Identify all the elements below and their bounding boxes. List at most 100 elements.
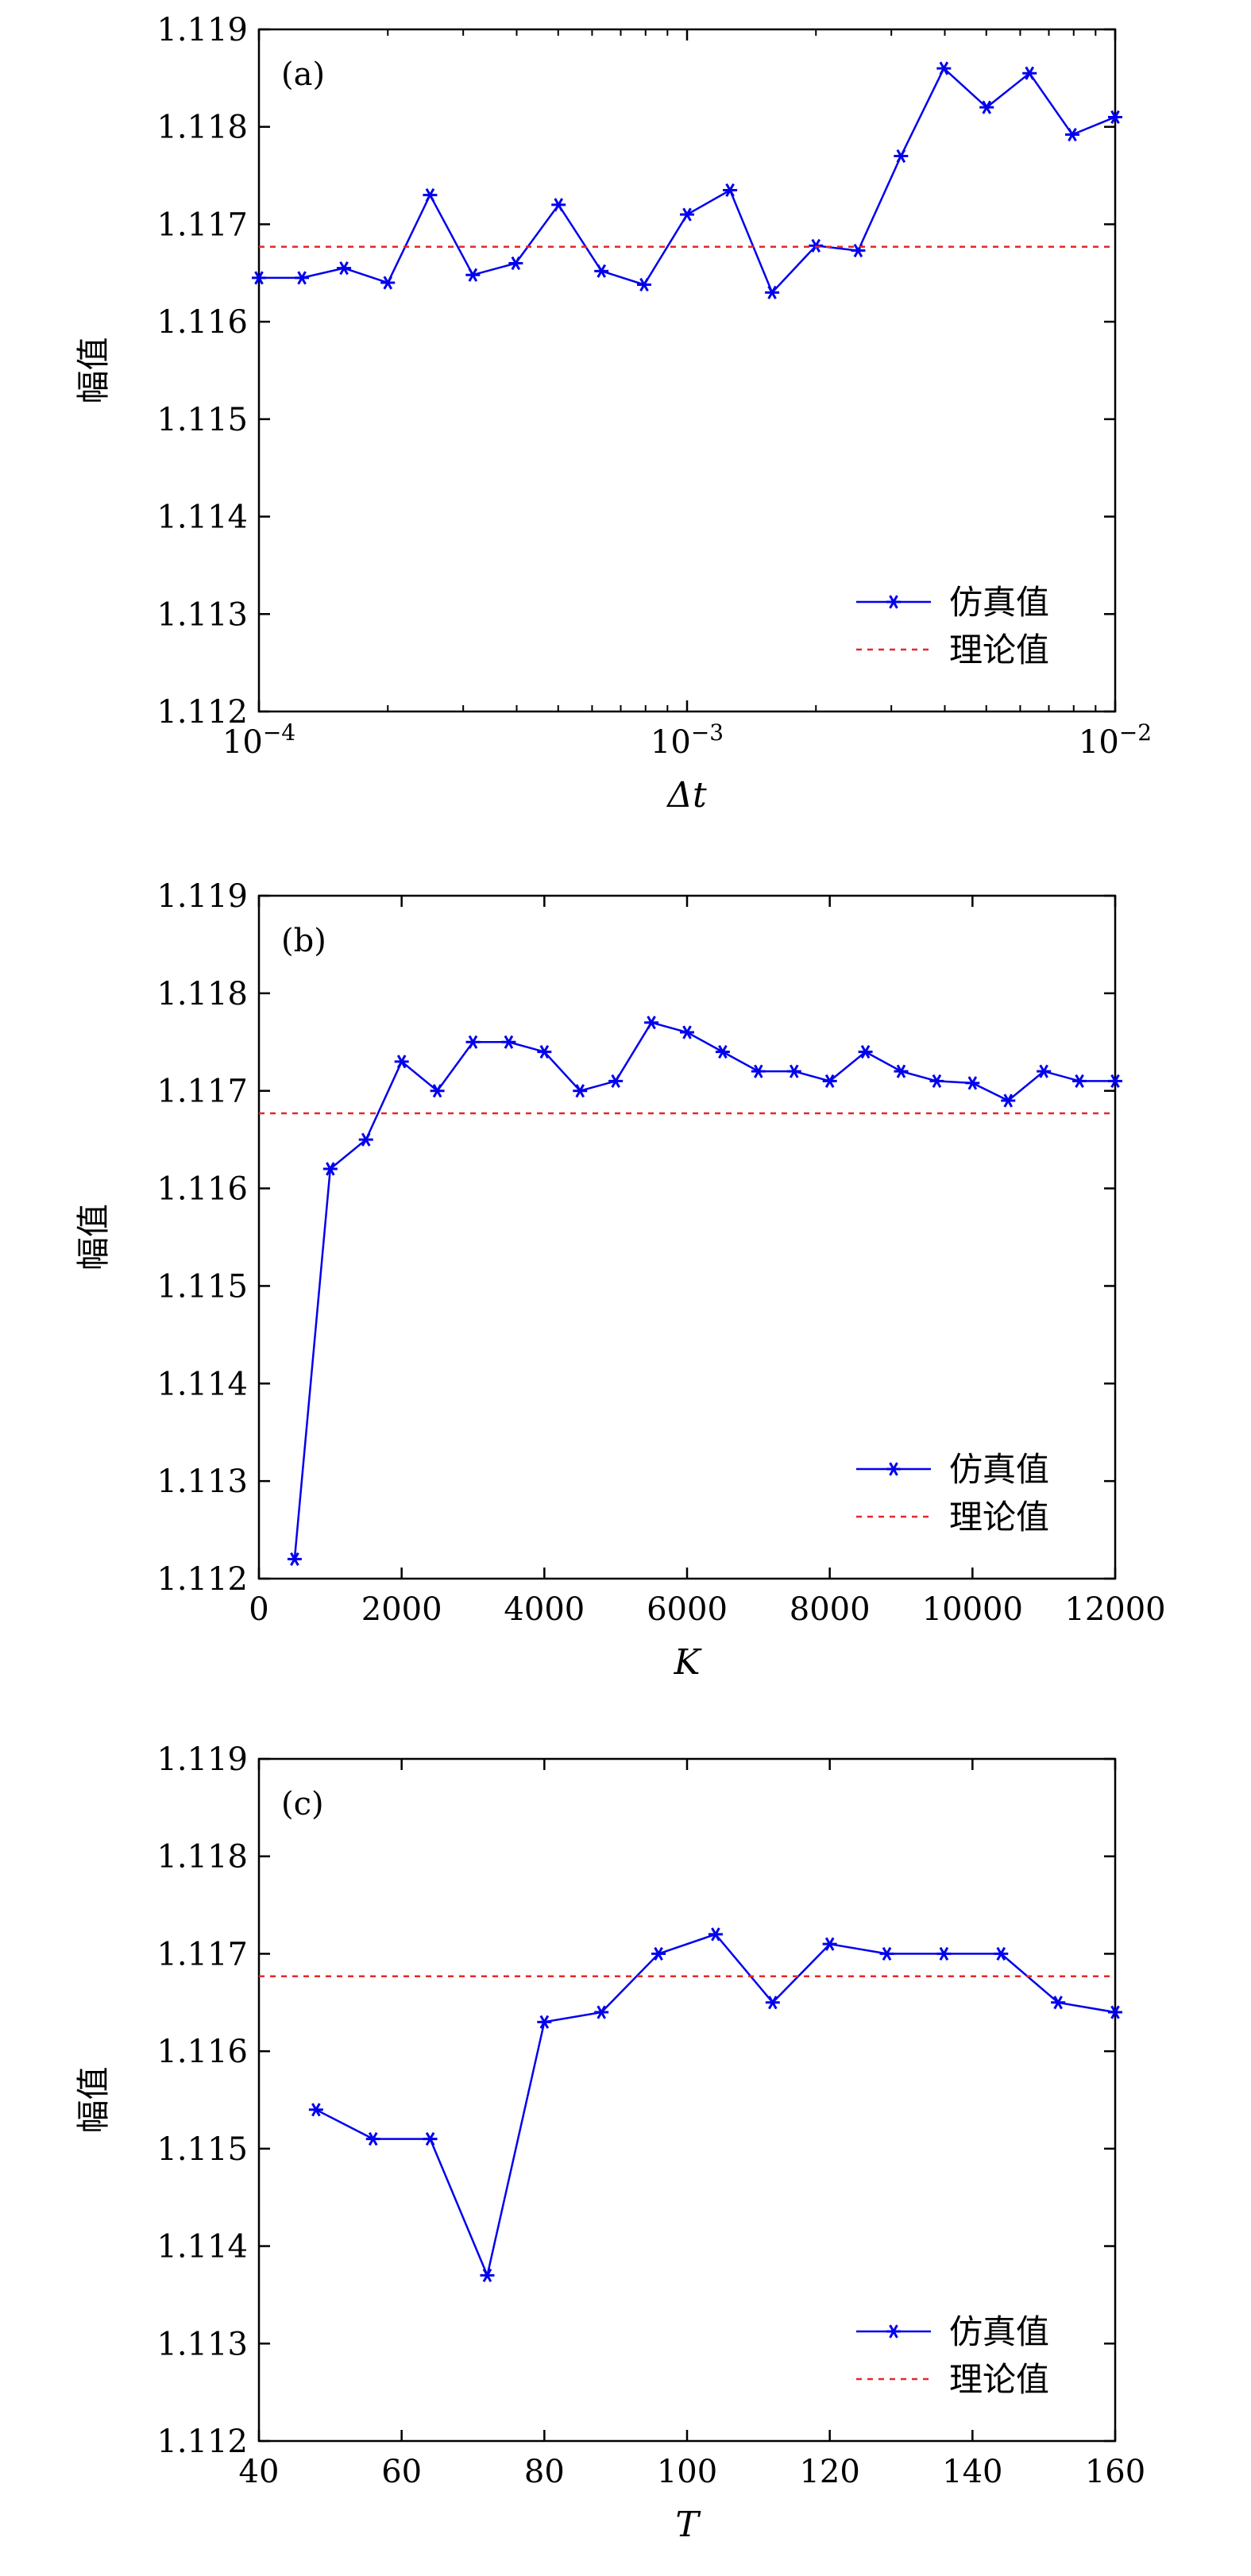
chart-panel-3: 1.112 1.113 1.114 1.115 1.116 1.117 1.118 1.119… bbox=[74, 1741, 1145, 2545]
x-tick-label: 4000 bbox=[504, 1591, 585, 1628]
data-point bbox=[337, 261, 352, 276]
simulation-line bbox=[293, 1021, 1115, 1560]
data-point bbox=[936, 1946, 952, 1961]
data-point bbox=[1001, 1093, 1016, 1108]
data-point bbox=[537, 2015, 552, 2029]
data-point bbox=[858, 1044, 873, 1059]
y-tick-label: 1.112 bbox=[156, 2424, 248, 2460]
y-tick-label: 1.114 bbox=[156, 2229, 248, 2266]
y-tick-label: 1.117 bbox=[156, 206, 248, 243]
y-tick-label: 1.113 bbox=[156, 1463, 248, 1500]
x-tick-label: 2000 bbox=[361, 1591, 442, 1628]
x-tick-label: 6000 bbox=[647, 1591, 728, 1628]
data-point bbox=[637, 277, 652, 292]
y-tick-label: 1.117 bbox=[156, 1074, 248, 1110]
y-tick-label: 1.119 bbox=[156, 12, 248, 48]
data-point bbox=[644, 1016, 659, 1030]
data-point bbox=[894, 148, 909, 164]
data-point bbox=[365, 2132, 380, 2146]
data-point bbox=[322, 1162, 338, 1176]
legend-simulation-marker bbox=[886, 2324, 901, 2339]
panel-label: (a) bbox=[281, 56, 325, 93]
data-point bbox=[1108, 2005, 1122, 2019]
data-point bbox=[295, 271, 310, 285]
legend-simulation-label: 仿真值 bbox=[949, 1450, 1049, 1489]
x-axis-label: K bbox=[674, 1642, 702, 1683]
y-tick-label: 1.116 bbox=[156, 2034, 248, 2070]
data-point bbox=[751, 1064, 766, 1078]
data-point bbox=[501, 1035, 516, 1049]
y-tick-label: 1.116 bbox=[156, 1171, 248, 1208]
data-point bbox=[465, 268, 481, 282]
data-point bbox=[765, 285, 780, 299]
x-tick-label: 12000 bbox=[1064, 1591, 1165, 1628]
x-tick-label: 100 bbox=[657, 2454, 717, 2490]
data-point bbox=[594, 264, 609, 278]
data-point bbox=[594, 2005, 609, 2019]
panel-label: (b) bbox=[281, 923, 326, 959]
data-point bbox=[423, 188, 438, 202]
data-point bbox=[994, 1946, 1009, 1961]
legend-theory-label: 理论值 bbox=[949, 2360, 1049, 2399]
data-point bbox=[929, 1074, 944, 1089]
data-point bbox=[1051, 1996, 1066, 2010]
y-tick-label: 1.118 bbox=[156, 976, 248, 1012]
data-point bbox=[879, 1946, 894, 1961]
x-tick-label: 10−4 bbox=[222, 719, 295, 761]
x-tick-label: 10−3 bbox=[651, 719, 724, 761]
y-tick-label: 1.118 bbox=[156, 110, 248, 146]
data-point bbox=[380, 276, 396, 290]
data-point bbox=[723, 183, 738, 198]
data-point bbox=[1108, 1074, 1122, 1089]
y-tick-label: 1.116 bbox=[156, 304, 248, 341]
x-tick-label: 140 bbox=[942, 2454, 1002, 2490]
data-point bbox=[1065, 127, 1080, 142]
y-axis-label: 幅值 bbox=[74, 1204, 113, 1271]
panel-label: (c) bbox=[281, 1786, 324, 1822]
y-tick-label: 1.115 bbox=[156, 1268, 248, 1305]
data-point bbox=[537, 1044, 552, 1059]
x-tick-label: 160 bbox=[1085, 2454, 1145, 2490]
data-point bbox=[480, 2268, 495, 2282]
data-point bbox=[979, 100, 994, 114]
data-point bbox=[822, 1074, 837, 1089]
x-tick-label: 60 bbox=[381, 2454, 422, 2490]
legend-simulation-label: 仿真值 bbox=[949, 583, 1049, 622]
x-tick-label: 80 bbox=[524, 2454, 565, 2490]
legend-theory-label: 理论值 bbox=[949, 631, 1049, 669]
data-point bbox=[394, 1055, 409, 1069]
x-tick-label: 40 bbox=[239, 2454, 280, 2490]
data-point bbox=[430, 1084, 445, 1098]
y-tick-label: 1.117 bbox=[156, 1936, 248, 1972]
y-tick-label: 1.118 bbox=[156, 1839, 248, 1876]
y-axis-label: 幅值 bbox=[74, 2066, 113, 2133]
data-point bbox=[573, 1084, 588, 1098]
data-point bbox=[822, 1937, 837, 1951]
data-point bbox=[765, 1996, 780, 2010]
data-point bbox=[708, 1927, 723, 1942]
y-tick-label: 1.119 bbox=[156, 878, 248, 915]
x-tick-label: 120 bbox=[799, 2454, 859, 2490]
data-point bbox=[786, 1064, 801, 1078]
data-point bbox=[680, 1025, 694, 1039]
y-tick-label: 1.119 bbox=[156, 1741, 248, 1778]
data-point bbox=[1022, 66, 1037, 80]
data-point bbox=[465, 1035, 481, 1049]
data-point bbox=[1037, 1064, 1052, 1078]
data-point bbox=[715, 1044, 730, 1059]
y-tick-label: 1.113 bbox=[156, 2326, 248, 2362]
data-point bbox=[965, 1076, 980, 1090]
y-tick-label: 1.113 bbox=[156, 596, 248, 633]
x-tick-label: 8000 bbox=[790, 1591, 871, 1628]
legend-simulation-marker bbox=[886, 595, 901, 609]
x-tick-label: 10−2 bbox=[1079, 719, 1152, 761]
y-axis-label: 幅值 bbox=[74, 337, 113, 403]
chart-panel-1: 1.112 1.113 1.114 1.115 1.116 1.117 1.118 1.119… bbox=[74, 12, 1152, 816]
legend-simulation-label: 仿真值 bbox=[949, 2312, 1049, 2351]
chart-panel-2: 1.112 1.113 1.114 1.115 1.116 1.117 1.118 1.119… bbox=[74, 878, 1166, 1683]
data-point bbox=[287, 1552, 302, 1567]
